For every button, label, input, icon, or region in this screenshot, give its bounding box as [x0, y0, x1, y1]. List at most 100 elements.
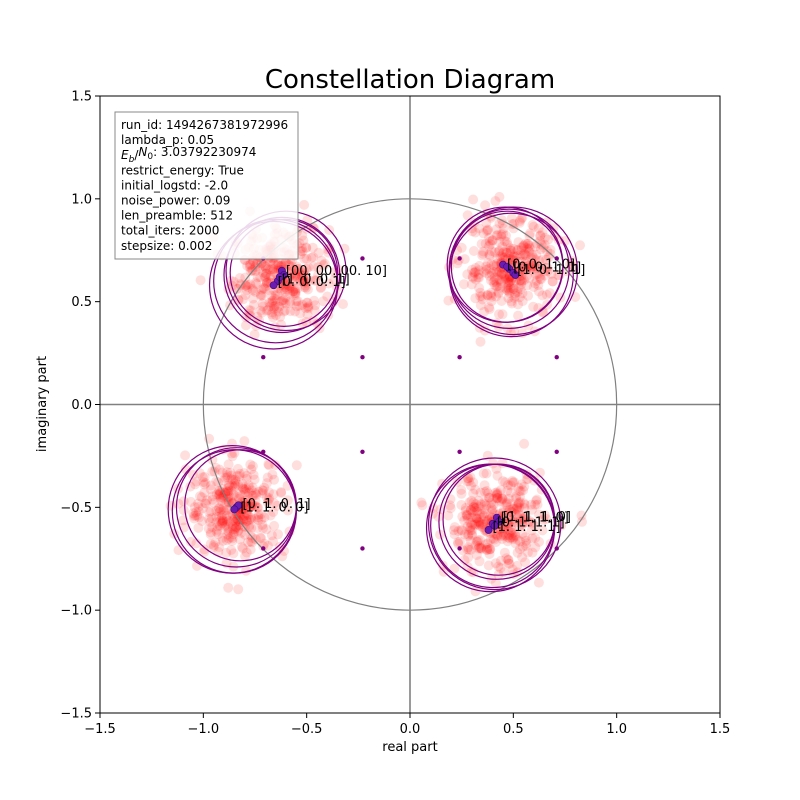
noise-sample	[500, 273, 511, 284]
noise-sample	[230, 476, 241, 487]
noise-sample	[289, 275, 300, 286]
noise-sample	[497, 494, 508, 505]
noise-sample	[241, 507, 252, 518]
noise-sample	[486, 498, 496, 508]
noise-sample	[499, 247, 509, 257]
noise-sample	[491, 493, 502, 504]
noise-sample	[515, 497, 526, 508]
noise-sample	[534, 286, 544, 297]
decision-ring	[446, 206, 564, 323]
noise-sample	[497, 529, 508, 540]
noise-sample	[526, 260, 537, 271]
x-tick-label: −1.0	[188, 722, 220, 737]
noise-sample	[478, 519, 489, 530]
noise-sample	[508, 254, 518, 265]
noise-sample	[249, 513, 260, 524]
noise-sample	[284, 260, 295, 271]
noise-sample	[280, 282, 291, 293]
noise-sample	[237, 482, 248, 493]
constellation-point	[275, 273, 284, 281]
noise-sample	[514, 502, 525, 513]
noise-sample	[290, 270, 301, 281]
noise-sample	[493, 246, 504, 257]
noise-sample	[291, 296, 302, 307]
noise-sample	[480, 539, 491, 550]
noise-sample	[531, 495, 542, 506]
noise-sample	[257, 485, 268, 496]
noise-sample	[474, 508, 485, 519]
noise-sample	[482, 538, 493, 549]
noise-sample	[469, 519, 480, 530]
noise-sample	[513, 497, 524, 508]
noise-sample	[197, 472, 208, 483]
noise-sample	[456, 484, 467, 495]
noise-sample	[505, 498, 516, 509]
noise-sample	[485, 239, 496, 250]
noise-sample	[247, 500, 257, 510]
noise-sample	[508, 532, 519, 543]
noise-sample	[497, 251, 508, 262]
noise-sample	[204, 507, 215, 518]
noise-sample	[471, 536, 482, 547]
noise-sample	[291, 301, 302, 312]
noise-sample	[492, 493, 503, 504]
noise-sample	[490, 558, 501, 569]
noise-sample	[475, 487, 486, 498]
noise-sample	[299, 199, 310, 210]
tick-layer: −1.5 −1.0 −0.5 0.0 0.5 1.0 1.5 −1.5 −1.0 −0.5 0.0 0…	[60, 90, 730, 738]
noise-sample	[216, 495, 227, 506]
point-label: [1. 1. 1. 0]	[503, 510, 571, 525]
noise-sample	[490, 196, 501, 207]
noise-sample	[293, 264, 304, 275]
noise-sample	[242, 279, 253, 290]
noise-sample	[223, 459, 234, 470]
noise-sample	[263, 304, 274, 315]
noise-sample	[222, 470, 233, 481]
noise-sample	[452, 258, 463, 269]
noise-sample	[225, 467, 236, 478]
noise-sample	[514, 510, 525, 521]
noise-sample	[530, 542, 541, 553]
noise-sample	[313, 247, 324, 258]
noise-sample	[535, 230, 546, 241]
noise-sample	[515, 486, 526, 497]
noise-sample	[514, 520, 525, 531]
noise-sample	[531, 238, 542, 249]
noise-sample	[242, 281, 253, 292]
noise-sample	[502, 502, 513, 513]
noise-sample	[212, 524, 223, 535]
noise-sample	[505, 480, 516, 491]
noise-sample	[508, 503, 518, 514]
noise-sample	[462, 513, 473, 524]
noise-sample	[267, 469, 278, 480]
noise-sample	[530, 241, 541, 252]
noise-sample	[497, 493, 508, 504]
noise-sample	[488, 276, 499, 287]
noise-sample	[492, 492, 502, 503]
noise-sample	[496, 229, 507, 240]
point-label: [1. 1. 1. 1]	[493, 520, 561, 535]
noise-sample	[542, 262, 553, 273]
noise-sample	[191, 507, 202, 518]
noise-sample	[258, 283, 269, 293]
noise-sample	[511, 493, 521, 504]
constellation-point	[269, 281, 278, 290]
noise-sample	[297, 267, 308, 278]
noise-sample	[266, 297, 277, 308]
noise-sample	[508, 223, 519, 234]
noise-sample	[501, 230, 511, 241]
noise-sample	[460, 505, 471, 516]
noise-sample	[512, 535, 523, 545]
noise-sample	[528, 520, 539, 531]
noise-sample	[486, 502, 497, 513]
noise-sample	[508, 243, 519, 254]
noise-sample	[489, 275, 500, 286]
noise-sample	[213, 503, 224, 514]
noise-sample	[244, 521, 254, 531]
noise-sample	[505, 245, 516, 256]
noise-sample	[468, 497, 479, 508]
noise-sample	[493, 321, 504, 332]
noise-sample	[237, 508, 248, 519]
noise-sample	[470, 519, 481, 530]
